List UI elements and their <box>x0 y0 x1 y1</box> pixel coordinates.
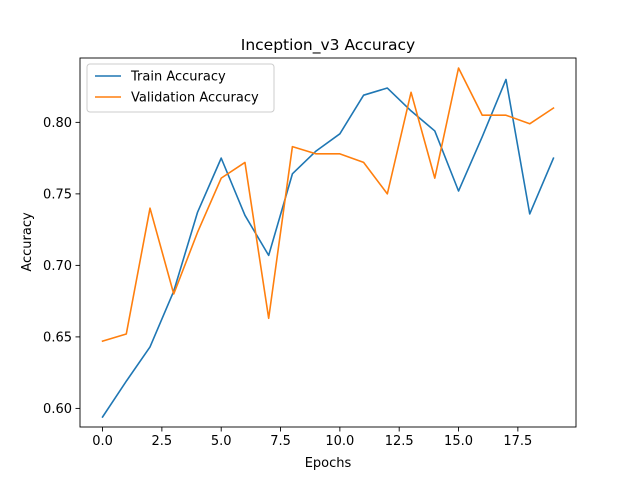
axes-frame <box>79 57 577 428</box>
x-tick-label: 2.5 <box>152 434 173 449</box>
chart-title: Inception_v3 Accuracy <box>241 36 415 55</box>
y-axis-label: Accuracy <box>20 212 35 272</box>
x-tick-label: 10.0 <box>325 434 354 449</box>
legend-label-0: Train Accuracy <box>130 70 226 85</box>
series-line-0 <box>101 78 555 419</box>
y-tick-label: 0.75 <box>43 187 72 202</box>
x-tick-label: 15.0 <box>444 434 473 449</box>
x-tick-label: 7.5 <box>270 434 291 449</box>
y-tick-label: 0.70 <box>43 259 72 274</box>
y-tick-label: 0.60 <box>43 402 72 417</box>
series-line-1 <box>101 67 555 343</box>
x-axis-label: Epochs <box>305 456 352 471</box>
x-tick-label: 17.5 <box>503 434 532 449</box>
plot-area: 0.0 2.5 5.0 7.5 10.0 12.5 15.0 17.5 0.60 0.65 0.70… <box>43 57 577 449</box>
legend-box <box>86 63 275 113</box>
y-tick-label: 0.80 <box>43 116 72 131</box>
x-tick-label: 12.5 <box>385 434 414 449</box>
y-tick-label: 0.65 <box>43 330 72 345</box>
legend: Train Accuracy Validation Accuracy <box>86 63 275 113</box>
x-tick-label: 0.0 <box>92 434 113 449</box>
legend-label-1: Validation Accuracy <box>131 91 259 106</box>
x-tick-label: 5.0 <box>211 434 232 449</box>
